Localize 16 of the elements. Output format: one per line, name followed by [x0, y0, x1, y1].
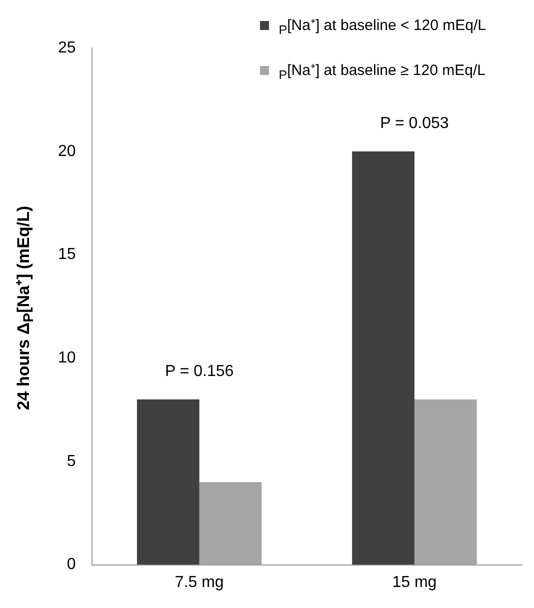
bar — [414, 399, 477, 565]
bar — [352, 151, 414, 565]
legend-label: $_{P}$[Na⁺] at baseline < 120 mEq/L — [278, 16, 486, 37]
y-tick-label: 15 — [58, 246, 76, 264]
legend-label: $_{P}$[Na⁺] at baseline ≥ 120 mEq/L — [278, 61, 486, 82]
x-tick-label: 7.5 mg — [174, 574, 224, 591]
annotation: P = 0.053 — [380, 114, 449, 132]
bar — [136, 399, 200, 565]
y-tick-label: 10 — [58, 349, 76, 366]
annotation: P = 0.156 — [165, 362, 234, 380]
x-tick-label: 15 mg — [392, 574, 437, 591]
bar — [199, 482, 262, 565]
y-tick-label: 25 — [58, 39, 76, 56]
y-tick-label: 5 — [66, 452, 76, 470]
y-tick-label: 20 — [58, 142, 76, 160]
y-tick-label: 0 — [66, 556, 76, 574]
